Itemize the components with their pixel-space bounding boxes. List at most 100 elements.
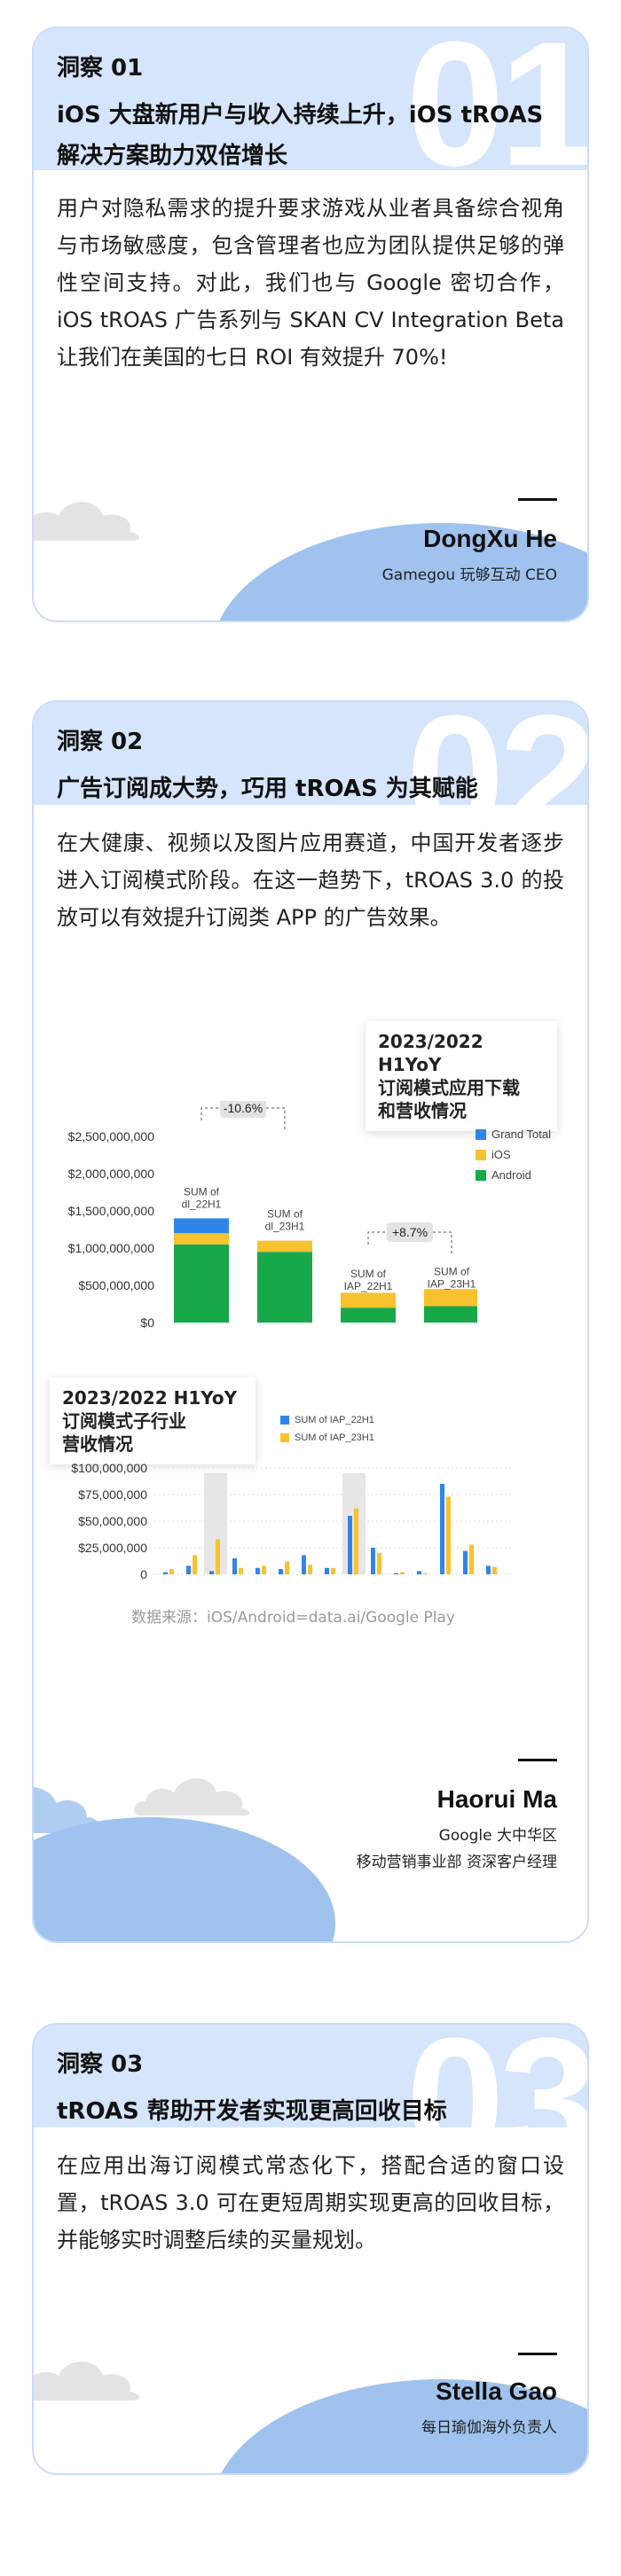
bar-segment (424, 1306, 477, 1323)
insight-body: 在大健康、视频以及图片应用赛道，中国开发者逐步进入订阅模式阶段。在这一趋势下，t… (57, 831, 564, 930)
bar-iap-22h1 (463, 1550, 468, 1574)
cloud-icon (34, 502, 139, 541)
insight-number: 02 (405, 702, 587, 805)
bar-iap-23h1 (285, 1561, 289, 1574)
bar-iap-23h1 (239, 1567, 243, 1574)
bar-iap-22h1 (163, 1572, 168, 1574)
bar-iap-22h1 (486, 1565, 491, 1574)
data-source: 数据来源：iOS/Android=data.ai/Google Play (131, 1609, 455, 1627)
annotation-badge (220, 1101, 266, 1118)
legend-grand-total: Grand Total (476, 1128, 551, 1141)
author-title: 每日瑜伽海外负责人 (421, 2419, 557, 2437)
bar-iap-23h1 (469, 1544, 474, 1574)
insight-title-line1: 广告订阅成大势，巧用 tROAS 为其赋能 (57, 776, 478, 802)
quote-area: Stella Gao 每日瑜伽海外负责人 (34, 2349, 587, 2473)
chart-title: 2023/2022 H1YoY 订阅模式应用下载 和营收情况 (366, 1021, 557, 1131)
annotation-connector (367, 1231, 387, 1245)
y-tick-label: $2,000,000,000 (68, 1167, 155, 1181)
bar-iap-23h1 (262, 1565, 266, 1574)
bar-segment (257, 1240, 312, 1253)
annotation-connector (200, 1107, 220, 1120)
bar-segment (341, 1292, 396, 1308)
author-title-line2: 移动营销事业部 资深客户经理 (356, 1854, 557, 1871)
insight-card-2: 02 洞察 02 广告订阅成大势，巧用 tROAS 为其赋能 在大健康、视频以及… (32, 700, 589, 1943)
insight-label: 洞察 02 (57, 729, 144, 755)
legend-iap-23h1: SUM of IAP_23H1 (280, 1432, 374, 1443)
speech-bubble-tail (131, 1888, 202, 1941)
bar-iap-23h1 (492, 1566, 497, 1574)
category-label: dl_22H1 (182, 1198, 222, 1210)
chart-title-line: 2023/2022 H1YoY (62, 1387, 238, 1409)
y-tick-label: $50,000,000 (78, 1514, 147, 1528)
chart-title-line: 2023/2022 H1YoY (378, 1031, 483, 1075)
chart-title-line: 订阅模式子行业 (62, 1410, 186, 1432)
speech-bubble-tail (318, 548, 371, 601)
bar-iap-22h1 (325, 1567, 329, 1574)
category-label: IAP_23H1 (428, 1277, 476, 1290)
cloud-icon (34, 1787, 101, 1833)
bar-iap-23h1 (446, 1496, 451, 1574)
annotation-connector (433, 1231, 452, 1255)
chart-title: 2023/2022 H1YoY 订阅模式子行业 营收情况 (50, 1378, 255, 1464)
insight-header-3: 03 洞察 03 tROAS 帮助开发者实现更高回收目标 (34, 2025, 587, 2127)
author-name: Stella Gao (436, 2377, 557, 2405)
bar-iap-23h1 (354, 1508, 358, 1574)
author-title: Gamegou 玩够互动 CEO (381, 566, 557, 584)
bar-iap-23h1 (331, 1567, 335, 1574)
quote-divider (518, 2353, 557, 2355)
quote-area: Haorui Ma Google 大中华区 移动营销事业部 资深客户经理 (34, 1755, 587, 1941)
y-tick-label: $100,000,000 (71, 1461, 147, 1475)
category-label: SUM of (350, 1268, 387, 1280)
author-name: Haorui Ma (436, 1785, 557, 1813)
insight-card-3: 03 洞察 03 tROAS 帮助开发者实现更高回收目标 在应用出海订阅模式常态… (32, 2023, 589, 2475)
insight-title-line1: tROAS 帮助开发者实现更高回收目标 (57, 2098, 447, 2125)
y-tick-label: $2,500,000,000 (68, 1129, 155, 1144)
bar-iap-23h1 (193, 1555, 197, 1574)
cloud-icon (34, 2361, 139, 2400)
author-name: DongXu He (423, 525, 557, 552)
insight-label: 洞察 03 (57, 2051, 144, 2078)
bar-iap-22h1 (440, 1484, 444, 1574)
chart-title-line: 营收情况 (62, 1433, 133, 1455)
bar-iap-23h1 (216, 1539, 220, 1574)
category-label: SUM of (267, 1208, 303, 1221)
chart-1-plot: $2,500,000,000 $2,000,000,000 $1,500,000,0… (68, 1101, 477, 1330)
category-label: IAP_22H1 (344, 1280, 393, 1292)
y-tick-label: $0 (140, 1315, 154, 1330)
bar-segment (257, 1252, 312, 1323)
chart-title-line: 订阅模式应用下载 (378, 1077, 520, 1098)
insight-label: 洞察 01 (57, 55, 144, 82)
annotation-connector (266, 1107, 286, 1131)
bar-iap-22h1 (394, 1573, 398, 1574)
bar-iap-22h1 (186, 1565, 191, 1574)
quote-area: DongXu He Gamegou 玩够互动 CEO (34, 488, 587, 621)
bar-iap-22h1 (232, 1558, 237, 1574)
category-label: SUM of (184, 1185, 220, 1198)
y-tick-label: 0 (140, 1567, 147, 1581)
bar-iap-22h1 (348, 1516, 352, 1574)
insight-body: 用户对隐私需求的提升要求游戏从业者具备综合视角与市场敏感度，包含管理者也应为团队… (57, 196, 564, 370)
insight-header-1: 01 洞察 01 iOS 大盘新用户与收入持续上升，iOS tROAS 解决方案… (34, 28, 587, 170)
y-tick-label: $500,000,000 (78, 1278, 154, 1292)
chart-downloads-revenue: 2023/2022 H1YoY 订阅模式应用下载 和营收情况 Grand Tot… (34, 1021, 587, 1358)
annotation-badge (387, 1222, 433, 1242)
bar-segment (174, 1233, 229, 1245)
y-tick-label: $25,000,000 (78, 1541, 147, 1555)
annotation-label: +8.7% (392, 1225, 428, 1239)
category-label: SUM of (434, 1265, 470, 1277)
bar-segment (341, 1308, 396, 1323)
bar-iap-22h1 (209, 1571, 214, 1574)
insight-header-2: 02 洞察 02 广告订阅成大势，巧用 tROAS 为其赋能 (34, 702, 587, 805)
bar-iap-22h1 (255, 1567, 260, 1574)
y-tick-label: $1,500,000,000 (68, 1204, 155, 1218)
y-tick-label: $75,000,000 (78, 1487, 147, 1502)
bar-iap-23h1 (400, 1572, 405, 1574)
insight-body: 在应用出海订阅模式常态化下，搭配合适的窗口设置，tROAS 3.0 可在更短周期… (57, 2153, 564, 2252)
insight-title-line1: iOS 大盘新用户与收入持续上升，iOS tROAS (57, 102, 544, 129)
bar-iap-23h1 (169, 1569, 174, 1574)
cloud-icon (134, 1778, 250, 1815)
author-title-line1: Google 大中华区 (438, 1827, 557, 1845)
chart-2-plot: $100,000,000 $75,000,000 $50,000,000 $25,00… (71, 1461, 513, 1581)
bar-iap-22h1 (279, 1569, 283, 1574)
bar-iap-22h1 (371, 1548, 375, 1574)
